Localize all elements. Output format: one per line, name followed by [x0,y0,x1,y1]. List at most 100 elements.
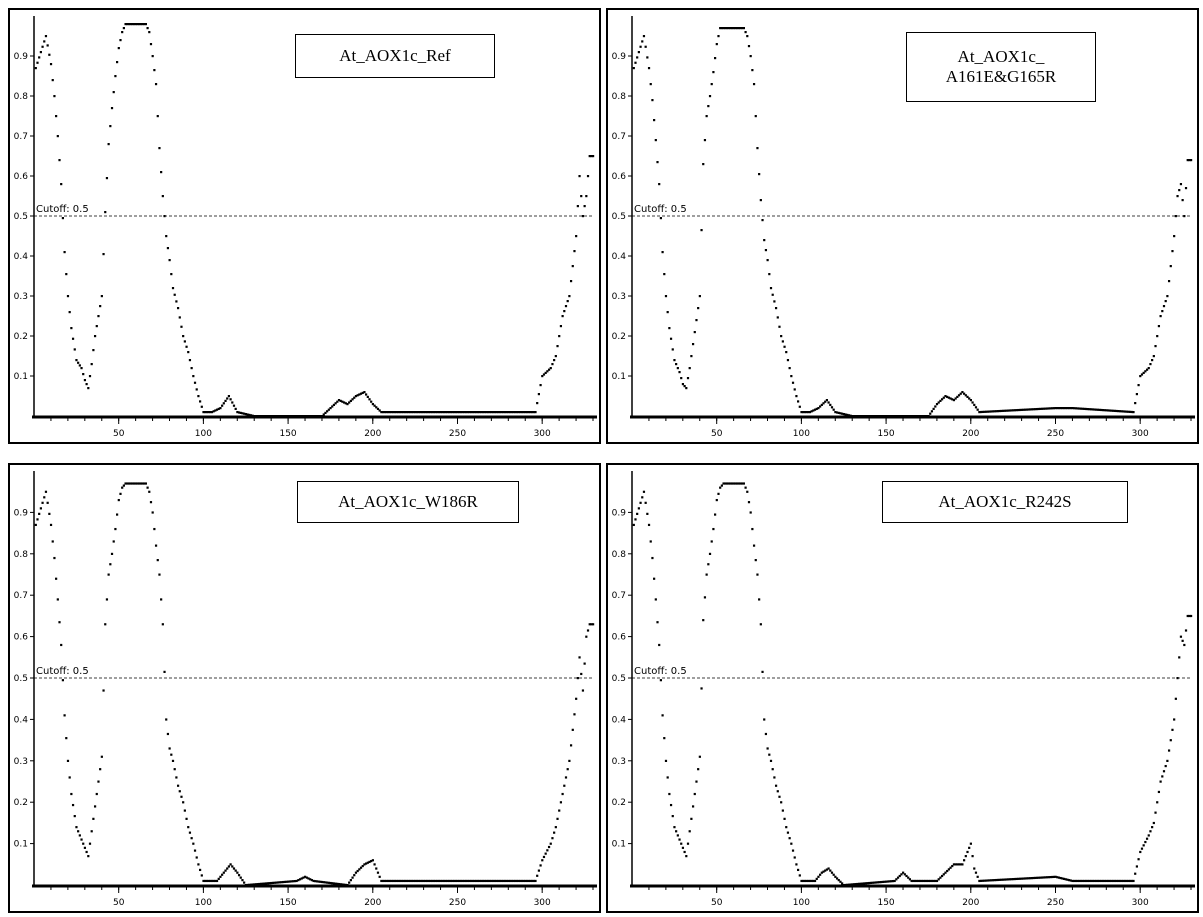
data-point [405,411,408,414]
data-point [1023,877,1027,880]
data-point [292,415,295,418]
data-point [524,879,527,883]
data-point [983,879,986,882]
data-point [1112,409,1115,412]
data-point [910,879,913,883]
data-point [927,879,930,883]
data-point [1029,877,1032,880]
data-point [70,792,73,796]
data-point [736,482,739,485]
x-tick-label: 100 [793,429,810,439]
data-point [275,415,278,418]
data-point [327,881,330,884]
data-point [117,498,120,502]
data-point [851,883,854,886]
data-point [420,411,424,414]
data-point [759,623,762,626]
data-point [144,482,147,485]
data-point [217,877,220,880]
data-point [653,577,656,580]
data-point [99,305,102,308]
data-point [569,280,573,283]
data-point [846,413,849,416]
data-point [881,415,884,418]
data-point [712,71,715,74]
data-point [835,411,839,414]
data-point [425,411,429,414]
data-point [691,805,695,808]
data-point [1022,877,1025,880]
data-point [878,415,881,418]
data-point [46,501,49,504]
data-point [705,573,708,576]
data-point [991,410,995,413]
data-point [134,23,137,26]
data-point [986,879,989,882]
data-point [581,215,585,218]
data-point [810,410,813,413]
y-tick-label: 0.4 [612,715,627,725]
data-point [1037,876,1040,879]
data-point [673,359,676,362]
data-point [442,411,446,414]
data-point [580,672,583,676]
data-point [239,876,242,879]
data-point [647,67,651,70]
data-point [324,411,327,414]
data-point [193,849,197,852]
data-point [854,415,857,418]
data-point [192,375,195,378]
data-point [270,415,273,418]
data-point [112,91,115,94]
data-point [1098,408,1101,411]
data-point [937,401,940,404]
data-point [226,397,229,400]
data-point [891,415,895,418]
data-point [398,411,402,414]
y-tick-label: 0.1 [14,372,28,382]
data-point [481,411,485,414]
data-point [195,388,198,391]
data-point [287,880,290,883]
data-point [653,119,656,122]
data-point [454,411,457,414]
data-point [473,879,476,883]
data-point [448,879,451,883]
data-point [375,867,378,870]
data-point [276,415,280,418]
data-point [73,348,76,351]
data-point [36,61,39,64]
data-point [785,826,788,829]
plot-panel-ref: 0.1 0.2 0.3 0.4 0.5 0.6 0.7 0.8 0.9 50 100 150 200 25… [8,8,601,444]
data-point [100,295,103,298]
data-point [575,235,578,238]
data-point [266,882,269,885]
data-point [905,415,908,418]
data-point [668,792,671,796]
data-point [571,728,574,731]
data-point [1008,878,1011,881]
data-point [1005,409,1008,412]
data-point [937,878,940,881]
data-point [117,47,120,50]
data-point [531,411,534,414]
data-point [448,411,451,414]
data-point [397,879,400,883]
data-point [212,410,215,413]
data-point [549,367,552,370]
data-point [952,399,956,402]
data-point [287,415,290,418]
data-point [236,871,239,874]
data-point [1183,643,1186,647]
y-tick-label: 0.9 [14,52,29,62]
data-point [329,407,332,410]
data-point [1166,295,1169,298]
data-point [319,880,322,883]
data-point [1162,770,1166,773]
data-point [1149,363,1152,366]
data-point [1052,407,1055,410]
data-point [690,355,693,358]
x-tick-label: 100 [195,898,212,908]
panel-title-line: At_AOX1c_Ref [339,46,451,65]
data-point [451,879,454,883]
